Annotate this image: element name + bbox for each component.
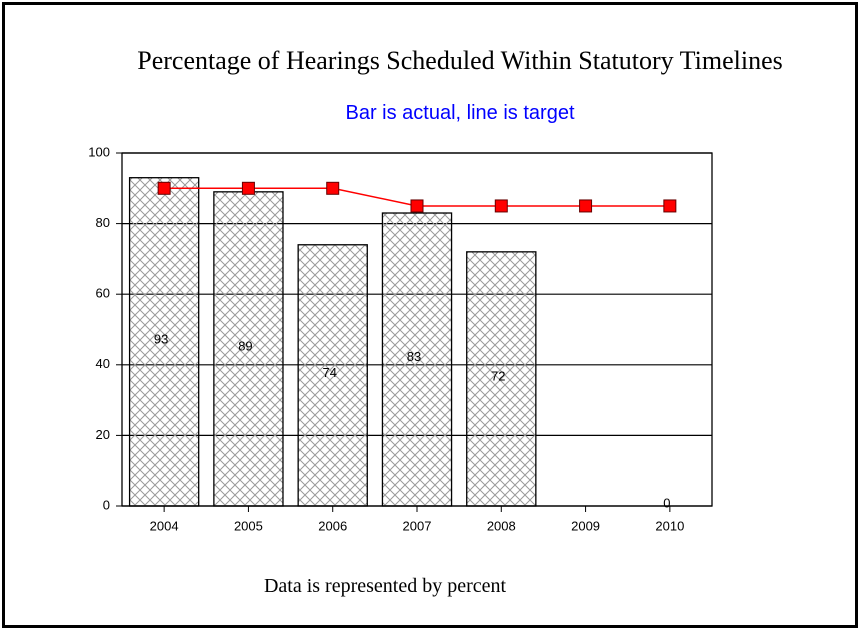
y-tick-label: 20 (96, 427, 110, 442)
bar (466, 251, 537, 507)
data-label: 0 (663, 495, 670, 510)
x-tick-label: 2007 (403, 518, 432, 533)
bar (297, 244, 368, 507)
x-tick-label: 2006 (318, 518, 347, 533)
y-tick-label: 80 (96, 215, 110, 230)
bar (381, 212, 453, 507)
data-label: 72 (491, 368, 505, 383)
x-tick-label: 2005 (234, 518, 263, 533)
x-tick-label: 2004 (150, 518, 179, 533)
chart-subtitle: Bar is actual, line is target (345, 102, 575, 124)
target-marker (157, 181, 171, 195)
plot-frame (121, 152, 713, 507)
target-marker (241, 181, 255, 195)
target-marker (663, 199, 677, 213)
data-label: 93 (154, 331, 168, 346)
y-tick-label: 60 (96, 286, 110, 301)
x-tick-label: 2009 (571, 518, 600, 533)
data-label: 83 (407, 349, 421, 364)
y-tick-label: 40 (96, 356, 110, 371)
chart-title: Percentage of Hearings Scheduled Within … (137, 46, 783, 75)
target-marker (326, 181, 340, 195)
y-tick-label: 0 (103, 497, 110, 512)
target-marker (579, 199, 593, 213)
chart: 0 20 40 60 80 100 2004 2005 2006 2007 2008 2009 2010… (88, 144, 713, 533)
x-tick-label: 2010 (655, 518, 684, 533)
target-marker (494, 199, 508, 213)
target-marker (410, 199, 424, 213)
y-tick-label: 100 (88, 144, 110, 159)
data-label: 89 (238, 338, 252, 353)
x-tick-label: 2008 (487, 518, 516, 533)
data-label: 74 (322, 365, 336, 380)
footnote: Data is represented by percent (263, 575, 507, 597)
